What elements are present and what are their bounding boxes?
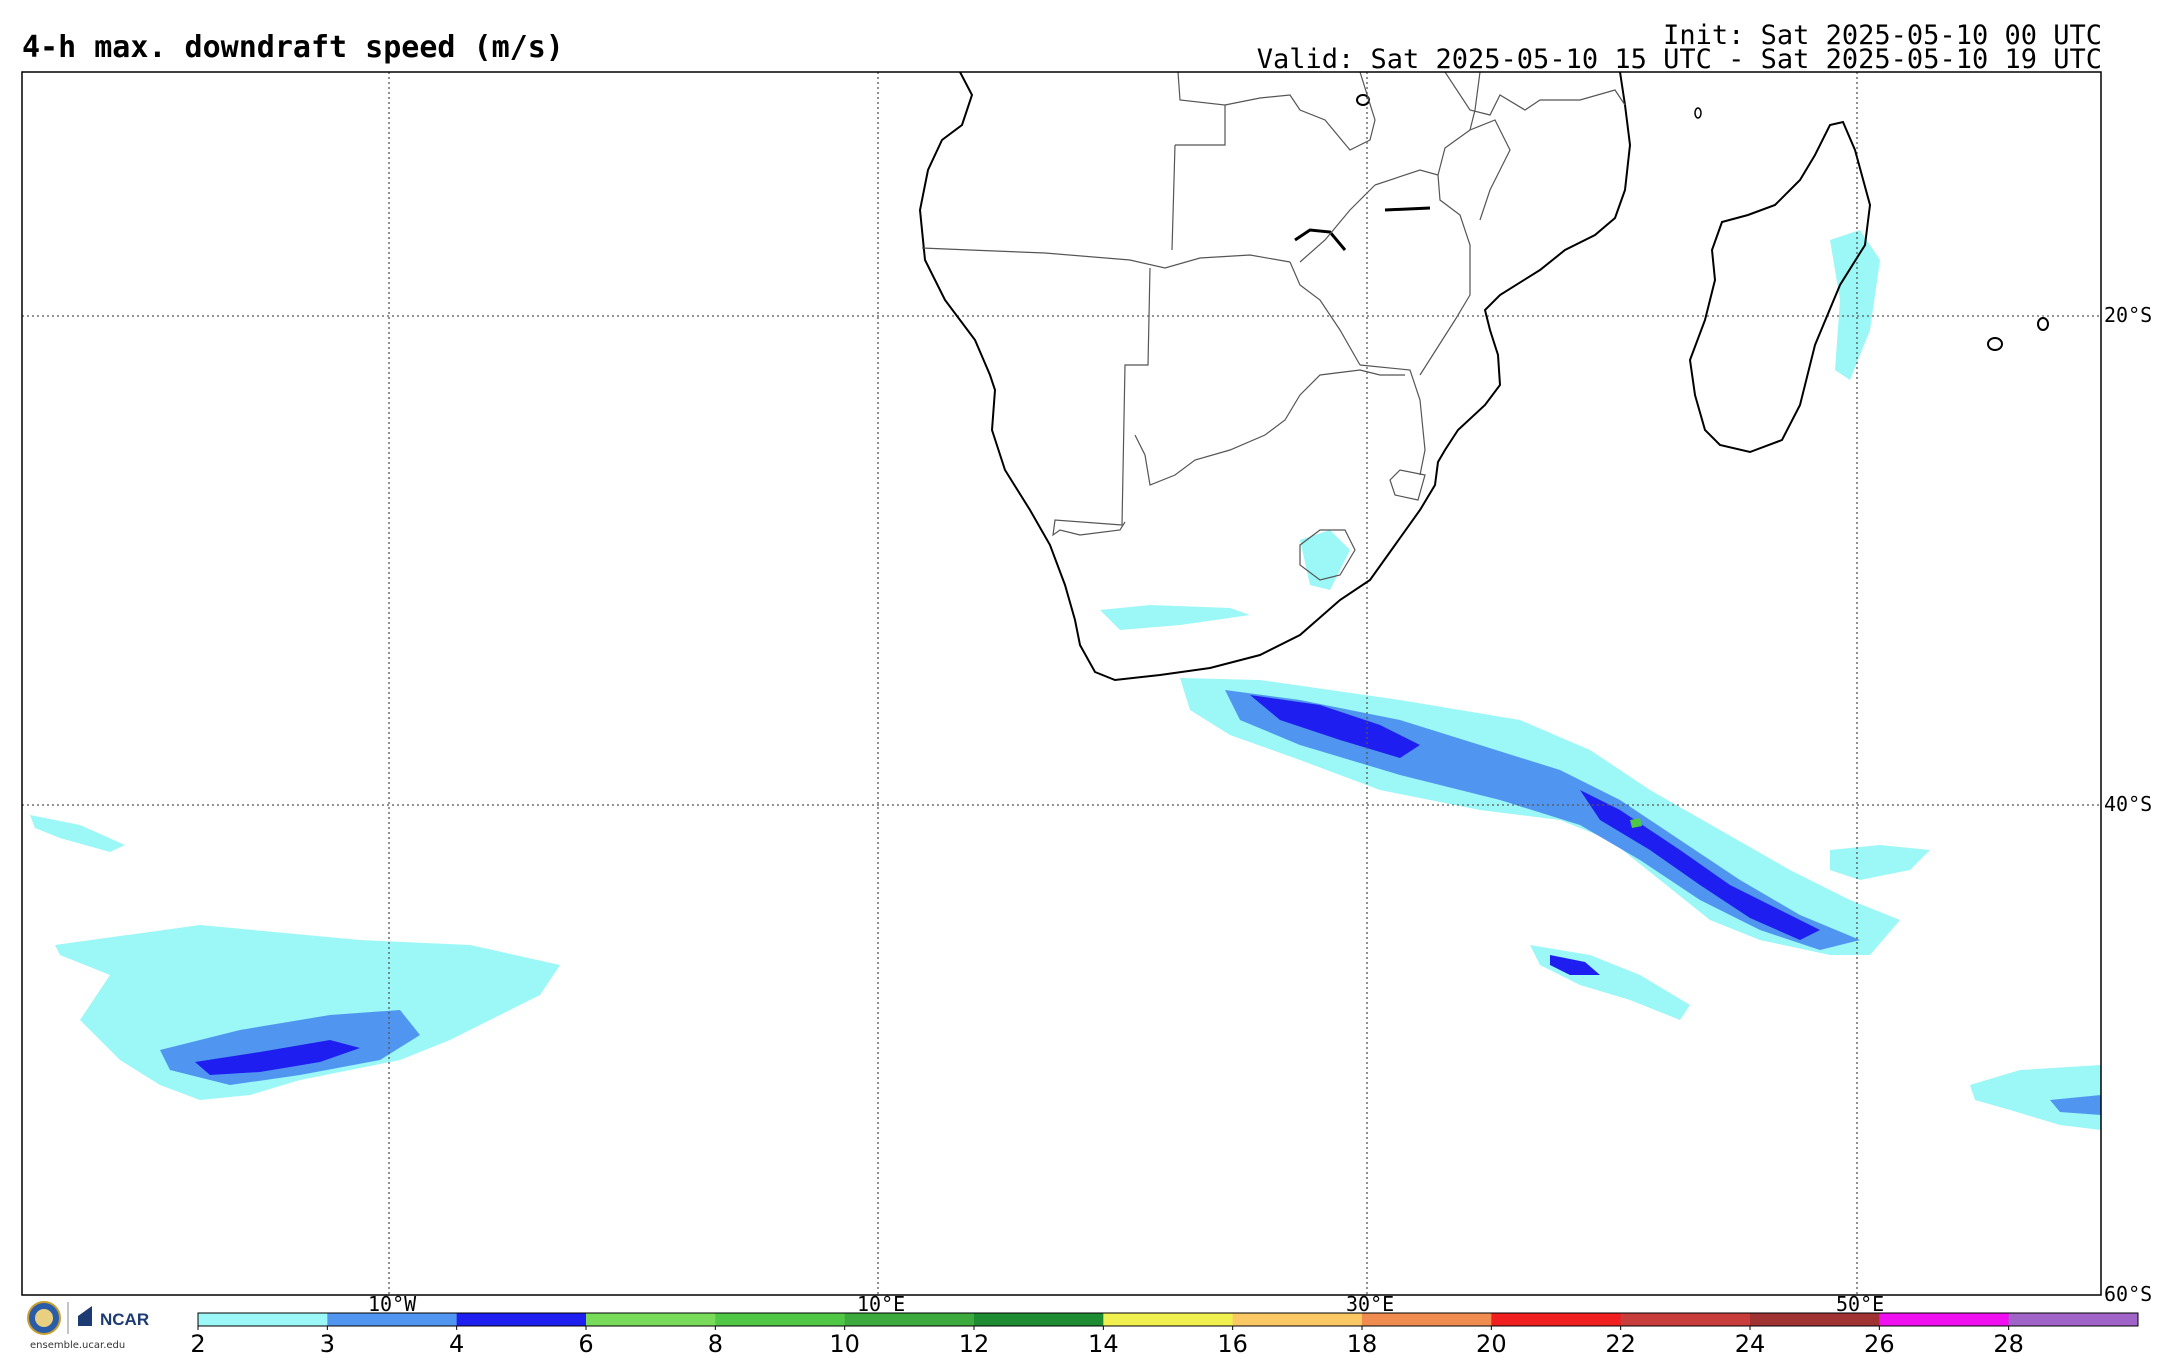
shading-se-edge [1970,1065,2101,1130]
shading-west-fleck [30,815,125,852]
shading-east-patch [1830,845,1930,880]
africa-coastline [918,72,1632,682]
colorbar-swatch [1103,1313,1234,1326]
lon-label-10e: 10°E [857,1292,905,1316]
island-reunion [1987,337,2003,351]
country-borders [921,72,1626,581]
shading-south-cluster-mid [1550,955,1600,975]
colorbar-tick-label: 6 [578,1330,593,1354]
shading-west-system-core [195,1040,360,1075]
colorbar-swatch [198,1313,328,1326]
shading-west-system [55,925,560,1100]
ncar-logo-icon [78,1306,92,1326]
colorbar-swatch [1491,1313,1622,1326]
colorbar-tick-label: 14 [1088,1330,1119,1354]
axis-labels: 10°W 10°E 30°E 50°E 20°S 40°S 60°S [368,303,2152,1316]
colorbar-swatch [2008,1313,2139,1326]
colorbar-swatch [1362,1313,1492,1326]
colorbar-frame [197,1312,2139,1327]
lon-label-50e: 50°E [1836,1292,1884,1316]
madagascar-coastline [1688,120,1872,454]
colorbar-tick-label: 2 [190,1330,205,1354]
shading-madagascar-east [1830,230,1880,380]
gridlines [22,72,2101,1295]
logo-url: ensemble.ucar.edu [30,1340,126,1351]
colorbar-swatch [1750,1313,1880,1326]
ncar-logo-text: NCAR [100,1310,150,1329]
colorbar-tick-label: 8 [708,1330,723,1354]
logos [27,1301,92,1335]
colorbar-tick-label: 24 [1735,1330,1766,1354]
lat-label-60s: 60°S [2104,1282,2152,1306]
colorbar-tick-label: 10 [829,1330,860,1354]
colorbar-tick-label: 4 [449,1330,464,1354]
colorbar-swatch [1879,1313,2010,1326]
colorbar-swatch [715,1313,846,1326]
colorbar: 2 3 4 6 8 10 12 14 16 18 20 22 24 26 28 [190,1312,2139,1354]
downdraft-shading [30,230,2101,1130]
shading-main-band-core2 [1580,790,1820,940]
lat-label-40s: 40°S [2104,792,2152,816]
colorbar-swatch [327,1313,458,1326]
shading-green-fleck [1630,818,1642,828]
map-plot-area [22,72,2101,1295]
chart-title: 4-h max. downdraft speed (m/s) [22,30,564,65]
valid-time: Valid: Sat 2025-05-10 15 UTC - Sat 2025-… [1256,44,2102,75]
colorbar-tick-label: 3 [320,1330,335,1354]
shading-main-band-core [1250,695,1420,758]
colorbar-swatch [586,1313,716,1326]
colorbar-tick-label: 22 [1605,1330,1636,1354]
lake-cahora [1384,206,1431,212]
colorbar-swatch [1620,1313,1751,1326]
colorbar-tick-label: 20 [1476,1330,1507,1354]
colorbar-swatch [974,1313,1104,1326]
colorbar-swatch [456,1313,587,1326]
island-mauritius [2037,317,2049,331]
lat-label-20s: 20°S [2104,303,2152,327]
colorbar-tick-label: 26 [1864,1330,1895,1354]
colorbar-tick-label: 16 [1217,1330,1248,1354]
colorbar-tick-label: 18 [1347,1330,1378,1354]
colorbar-tick-label: 28 [1993,1330,2024,1354]
shading-se-edge-mid [2050,1095,2101,1115]
colorbar-swatch [844,1313,975,1326]
lon-label-10w: 10°W [368,1292,417,1316]
lon-label-30e: 30°E [1346,1292,1394,1316]
plot-frame [21,71,2102,1296]
init-time: Init: Sat 2025-05-10 00 UTC [1663,20,2102,51]
island-comoros [1694,107,1702,119]
colorbar-tick-label: 12 [959,1330,990,1354]
shading-south-africa [1100,605,1250,630]
colorbar-swatch [1232,1313,1363,1326]
lake-kariba [1294,228,1347,251]
